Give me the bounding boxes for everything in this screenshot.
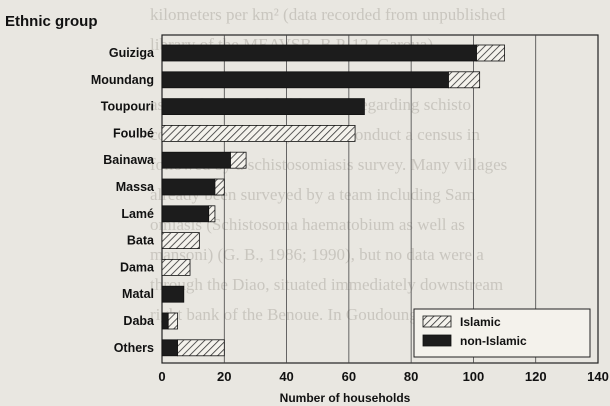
category-label: Massa bbox=[116, 180, 155, 194]
x-tick-label: 120 bbox=[525, 369, 547, 384]
bar-islamic bbox=[230, 151, 247, 169]
x-axis-label: Number of households bbox=[280, 391, 411, 405]
category-label: Lamé bbox=[121, 207, 154, 221]
bar-islamic bbox=[448, 71, 481, 89]
category-label: Others bbox=[114, 341, 154, 355]
bar-islamic bbox=[177, 339, 225, 357]
legend-swatch bbox=[422, 315, 452, 328]
background-text-line: already been surveyed by a team includin… bbox=[150, 185, 476, 204]
category-label: Guiziga bbox=[109, 46, 155, 60]
bar-non-islamic bbox=[161, 285, 185, 303]
x-tick-label: 20 bbox=[217, 369, 231, 384]
x-tick-label: 40 bbox=[279, 369, 293, 384]
x-tick-label: 80 bbox=[404, 369, 418, 384]
bar-islamic bbox=[161, 258, 191, 276]
bar-islamic bbox=[161, 232, 200, 250]
bar-islamic bbox=[476, 44, 505, 62]
x-tick-label: 100 bbox=[463, 369, 485, 384]
chart-title: Ethnic group bbox=[5, 13, 98, 30]
bar-non-islamic bbox=[161, 205, 210, 223]
x-tick-label: 140 bbox=[587, 369, 609, 384]
legend: Islamic non-Islamic bbox=[413, 308, 591, 358]
category-label: Dama bbox=[120, 260, 155, 274]
bar-non-islamic bbox=[161, 71, 449, 89]
category-label: Daba bbox=[123, 314, 155, 328]
bar-islamic bbox=[214, 178, 225, 196]
category-label: Matal bbox=[122, 287, 154, 301]
bar-non-islamic bbox=[161, 98, 365, 115]
legend-label: non-Islamic bbox=[460, 334, 527, 348]
bar-non-islamic bbox=[161, 178, 216, 196]
category-label: Toupouri bbox=[101, 100, 154, 114]
legend-swatch bbox=[422, 334, 452, 347]
bar-non-islamic bbox=[161, 44, 477, 62]
category-label: Foulbé bbox=[113, 126, 154, 140]
x-tick-label: 60 bbox=[342, 369, 356, 384]
bar-islamic bbox=[167, 312, 178, 330]
legend-label: Islamic bbox=[460, 315, 501, 329]
bar-islamic bbox=[208, 205, 216, 223]
background-text-line: kilometers per km² (data recorded from u… bbox=[150, 5, 506, 24]
bar-islamic bbox=[161, 125, 356, 142]
background-text-line: mansoni) (G. B., 1986; 1990), but no dat… bbox=[150, 245, 484, 264]
background-text-line: through the Diao, situated immediately d… bbox=[150, 275, 504, 294]
bar-non-islamic bbox=[161, 312, 169, 330]
category-label: Bainawa bbox=[103, 153, 155, 167]
background-text-line: omiasis (Schistosoma haematobium as well… bbox=[150, 215, 465, 234]
category-label: Moundang bbox=[91, 73, 154, 87]
category-label: Bata bbox=[127, 234, 155, 248]
plot-frame bbox=[161, 34, 599, 364]
bar-non-islamic bbox=[161, 339, 178, 357]
bar-non-islamic bbox=[161, 151, 231, 169]
x-tick-label: 0 bbox=[158, 369, 165, 384]
